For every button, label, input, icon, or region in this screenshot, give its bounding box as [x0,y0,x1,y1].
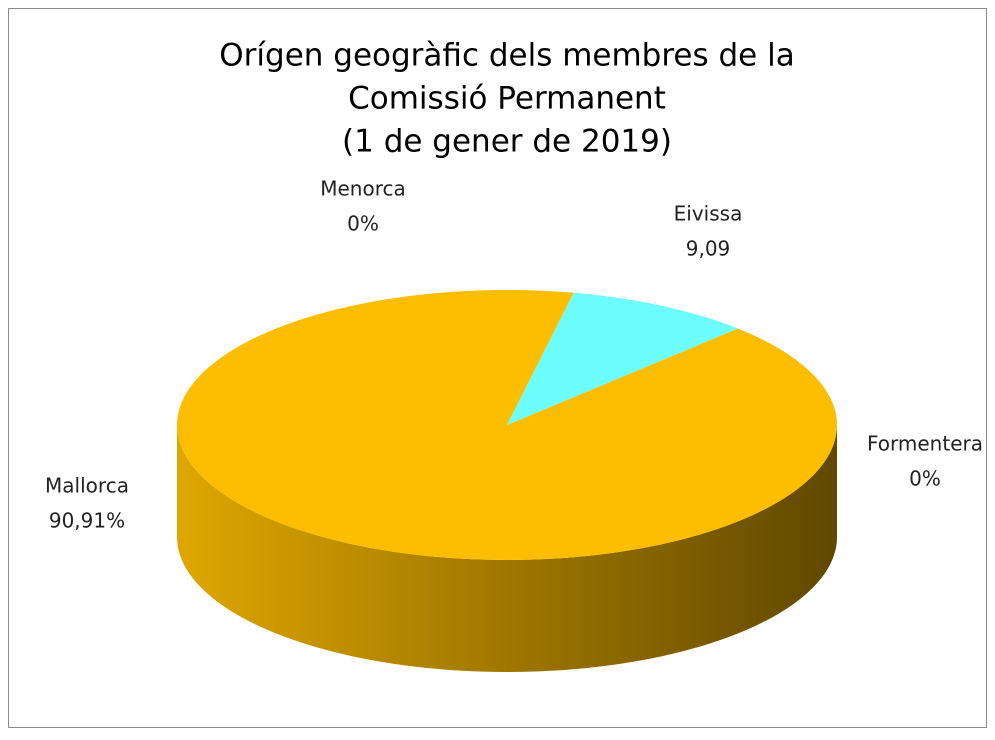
slice-value-label: 0% [347,212,379,236]
slice-label: Formentera [867,432,983,456]
slice-value-label: 9,09 [686,237,731,261]
slice [177,290,837,560]
side-shade [177,425,837,672]
slice-label: Menorca [320,177,406,201]
chart-title: Orígen geogràfic dels membres de la [219,38,794,74]
slice-value-label: 90,91% [49,509,125,533]
slice-value-label: 0% [909,467,941,491]
slice-label: Eivissa [674,202,743,226]
chart-title: (1 de gener de 2019) [342,124,672,160]
chart-title: Comissió Permanent [348,81,666,117]
slice [507,292,738,425]
slice-label: Mallorca [45,474,129,498]
